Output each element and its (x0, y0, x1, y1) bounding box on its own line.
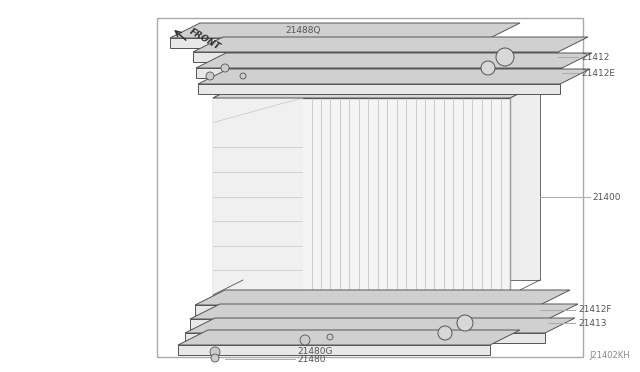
Circle shape (327, 334, 333, 340)
Polygon shape (198, 69, 590, 84)
Text: 21412F: 21412F (578, 305, 611, 314)
Polygon shape (185, 333, 545, 343)
Polygon shape (190, 304, 578, 319)
Circle shape (211, 354, 219, 362)
Polygon shape (193, 37, 588, 52)
Bar (157, 18, 583, 357)
Text: 21412: 21412 (581, 52, 609, 61)
Polygon shape (196, 53, 592, 68)
Polygon shape (213, 98, 302, 295)
Text: 21480G: 21480G (297, 347, 333, 356)
Text: 21480: 21480 (297, 355, 326, 363)
Polygon shape (213, 83, 540, 98)
Text: 21400: 21400 (592, 192, 621, 202)
Polygon shape (193, 52, 558, 62)
Circle shape (210, 347, 220, 357)
Circle shape (457, 315, 473, 331)
Polygon shape (178, 345, 490, 355)
Text: 21412E: 21412E (581, 68, 615, 77)
Circle shape (438, 326, 452, 340)
Polygon shape (213, 98, 510, 295)
Circle shape (496, 48, 514, 66)
Polygon shape (195, 290, 570, 305)
Circle shape (206, 72, 214, 80)
Polygon shape (170, 38, 490, 48)
Polygon shape (190, 319, 548, 329)
Polygon shape (185, 318, 575, 333)
Polygon shape (198, 84, 560, 94)
Circle shape (221, 64, 229, 72)
Polygon shape (195, 305, 540, 315)
Circle shape (240, 73, 246, 79)
Text: J21402KH: J21402KH (589, 351, 630, 360)
Polygon shape (196, 68, 562, 78)
Polygon shape (178, 330, 520, 345)
Polygon shape (170, 23, 520, 38)
Polygon shape (243, 83, 540, 280)
Text: 21413: 21413 (578, 318, 607, 327)
Text: FRONT: FRONT (188, 27, 222, 52)
Circle shape (300, 335, 310, 345)
Text: 21488Q: 21488Q (285, 26, 321, 35)
Circle shape (481, 61, 495, 75)
